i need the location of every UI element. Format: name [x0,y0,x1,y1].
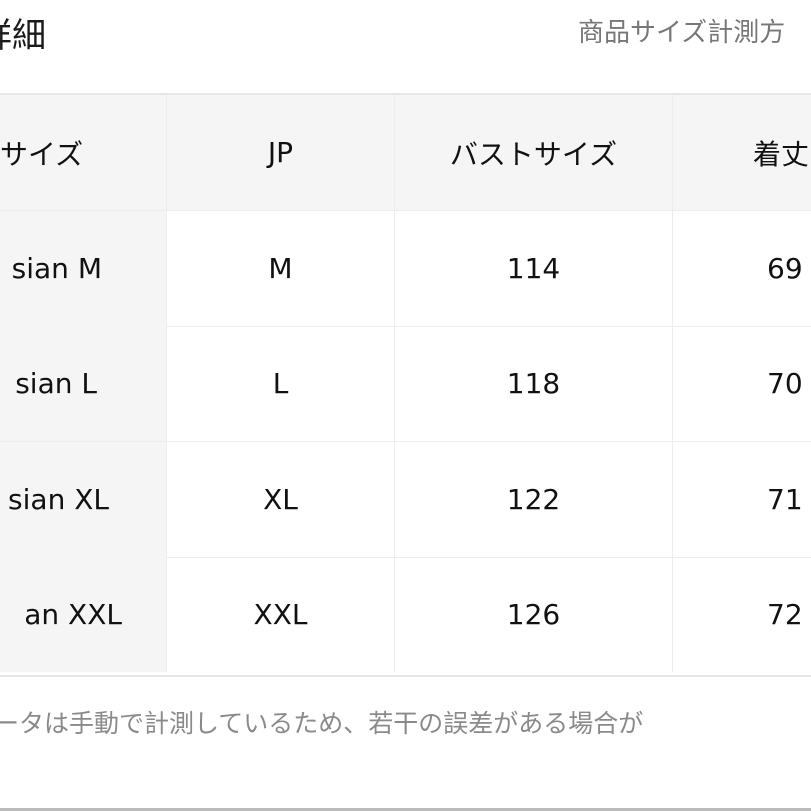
cell-size: an XXL [0,557,167,672]
cell-jp: XL [167,442,395,557]
cell-jp: XXL [167,557,395,672]
cell-length: 72 [767,598,803,631]
cell-size: sian XL [0,442,167,557]
measurement-link[interactable]: 商品サイズ計測方 [578,18,786,48]
table-row: sian L L 118 70 [0,326,811,442]
size-table: サイズ JP バストサイズ 着丈 sian M M 114 69 sian L … [0,93,811,677]
table-row: an XXL XXL 126 72 [0,557,811,672]
cell-bust: 118 [395,326,673,441]
header-jp: JP [167,95,395,210]
cell-size: sian M [0,211,167,326]
cell-length: 69 [767,252,803,285]
header-size: サイズ [0,95,167,210]
header-bust: バストサイズ [395,95,673,210]
cell-jp: L [167,326,395,441]
header-length: 着丈 [673,95,811,210]
table-row: sian XL XL 122 71 [0,442,811,558]
cell-length: 71 [767,483,803,516]
table-row: sian M M 114 69 [0,211,811,327]
cell-bust: 126 [395,557,673,672]
bottom-divider [0,808,811,811]
cell-bust: 122 [395,442,673,557]
measurement-note: ータは手動で計測しているため、若干の誤差がある場合が [0,709,644,738]
cell-bust: 114 [395,211,673,326]
page-title: 詳細 [0,16,46,56]
cell-size: sian L [0,326,167,441]
table-header-row: サイズ JP バストサイズ 着丈 [0,95,811,211]
cell-length: 70 [767,367,803,400]
cell-jp: M [167,211,395,326]
